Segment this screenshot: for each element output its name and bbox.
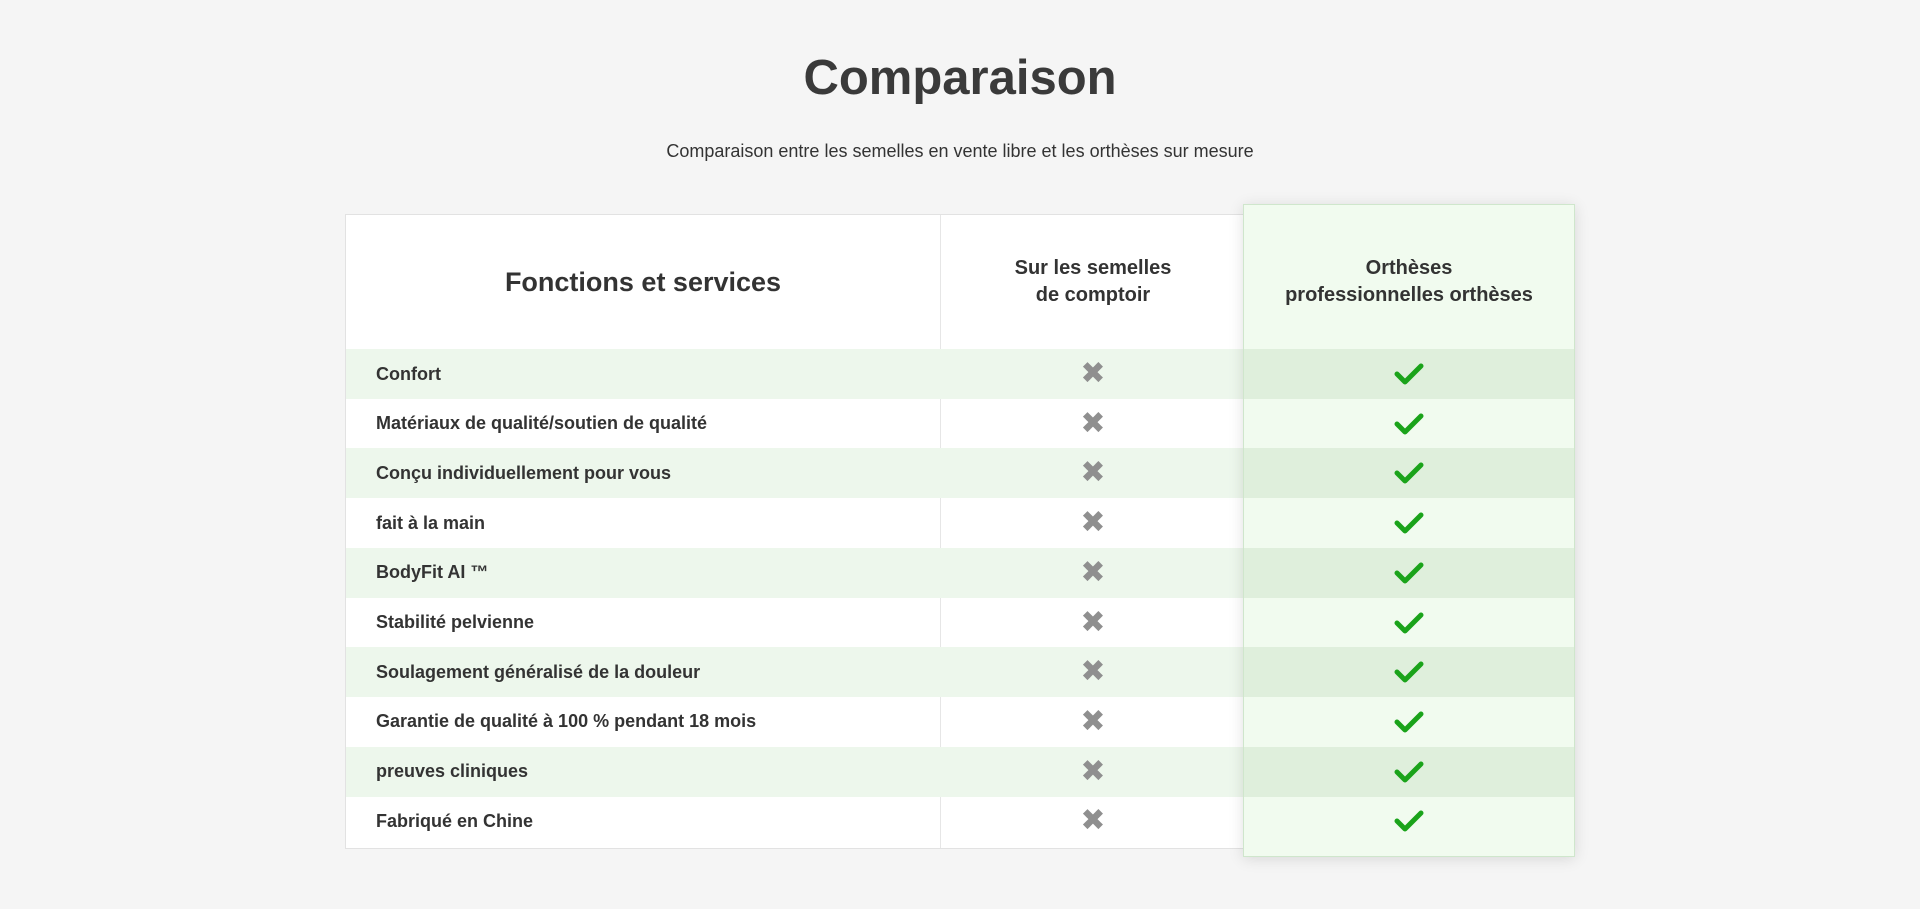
feature-label: Conçu individuellement pour vous xyxy=(376,462,672,483)
check-icon xyxy=(1394,562,1424,584)
professional-cell xyxy=(1244,796,1574,846)
table-row: fait à la main ✖ xyxy=(346,498,1246,548)
otc-cell: ✖ xyxy=(940,806,1246,836)
page-title: Comparaison xyxy=(803,51,1117,105)
column-divider xyxy=(940,215,941,848)
feature-label: Soulagement généralisé de la douleur xyxy=(376,661,701,682)
feature-label: Garantie de qualité à 100 % pendant 18 m… xyxy=(376,711,757,732)
otc-cell: ✖ xyxy=(940,605,1246,639)
check-icon xyxy=(1394,462,1424,484)
cross-icon: ✖ xyxy=(1080,704,1106,738)
check-icon xyxy=(1394,413,1424,435)
check-icon xyxy=(1394,512,1424,534)
check-icon xyxy=(1394,810,1424,832)
otc-cell: ✖ xyxy=(940,458,1246,488)
table-row: Fabriqué en Chine ✖ xyxy=(346,796,1246,846)
professional-cell xyxy=(1244,349,1574,399)
cross-icon: ✖ xyxy=(1080,406,1106,440)
professional-column: Orthèses professionnelles orthèses xyxy=(1243,204,1575,857)
otc-cell: ✖ xyxy=(940,359,1246,389)
otc-cell: ✖ xyxy=(940,555,1246,589)
page-subtitle: Comparaison entre les semelles en vente … xyxy=(666,141,1254,161)
cross-icon: ✖ xyxy=(1080,655,1106,689)
otc-cell: ✖ xyxy=(940,657,1246,687)
check-icon xyxy=(1394,711,1424,733)
professional-cell xyxy=(1244,697,1574,747)
feature-label: Matériaux de qualité/soutien de qualité xyxy=(376,413,708,434)
feature-label: Fabriqué en Chine xyxy=(376,810,534,831)
cross-icon: ✖ xyxy=(1080,555,1106,589)
table-row: BodyFit AI ™ ✖ xyxy=(346,547,1246,598)
otc-cell: ✖ xyxy=(940,704,1246,738)
professional-cell xyxy=(1244,647,1574,698)
table-row: Matériaux de qualité/soutien de qualité … xyxy=(346,399,1246,449)
header-otc: Sur les semelles de comptoir xyxy=(1014,257,1172,306)
check-icon xyxy=(1394,363,1424,385)
cross-icon: ✖ xyxy=(1080,605,1106,639)
cross-icon: ✖ xyxy=(1080,506,1106,540)
feature-label: preuves cliniques xyxy=(376,761,529,782)
table-row: preuves cliniques ✖ xyxy=(346,746,1246,797)
professional-cell xyxy=(1244,448,1574,499)
check-icon xyxy=(1394,661,1424,683)
professional-cell xyxy=(1244,547,1574,598)
cross-icon: ✖ xyxy=(1080,754,1106,788)
professional-cell xyxy=(1244,498,1574,548)
otc-cell: ✖ xyxy=(940,508,1246,538)
header-features: Fonctions et services xyxy=(504,266,782,297)
professional-cell xyxy=(1244,746,1574,797)
otc-cell: ✖ xyxy=(940,754,1246,788)
feature-label: Confort xyxy=(376,363,441,384)
professional-cell xyxy=(1244,598,1574,648)
table-row: Soulagement généralisé de la douleur ✖ xyxy=(346,647,1246,698)
professional-cell xyxy=(1244,399,1574,449)
table-row: Conçu individuellement pour vous ✖ xyxy=(346,448,1246,499)
table-row: Garantie de qualité à 100 % pendant 18 m… xyxy=(346,697,1246,747)
feature-label: Stabilité pelvienne xyxy=(376,612,535,632)
table-row: Stabilité pelvienne ✖ xyxy=(346,598,1246,648)
table-row: Confort ✖ xyxy=(346,349,1246,399)
feature-label: BodyFit AI ™ xyxy=(376,562,489,583)
otc-cell: ✖ xyxy=(940,406,1246,440)
cross-icon: ✖ xyxy=(1080,804,1106,838)
check-icon xyxy=(1394,612,1424,633)
cross-icon: ✖ xyxy=(1080,357,1106,390)
cross-icon: ✖ xyxy=(1080,456,1106,490)
feature-label: fait à la main xyxy=(376,512,486,533)
check-icon xyxy=(1394,761,1424,783)
header-professional: Orthèses professionnelles orthèses xyxy=(1285,257,1533,306)
